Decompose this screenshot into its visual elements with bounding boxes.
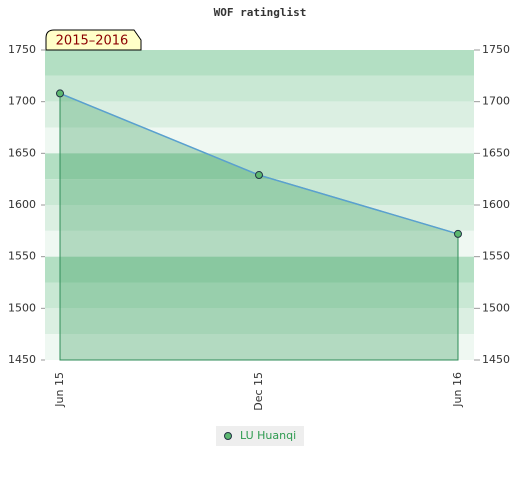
- annotation: 2015–2016: [56, 34, 129, 49]
- background-band: [45, 230, 474, 257]
- y-tick-label: 1650: [8, 146, 36, 159]
- point: [255, 171, 263, 180]
- legend-label: LU Huanqi: [240, 429, 296, 442]
- y-tick-label: 1500: [8, 301, 36, 314]
- y2-tick-label: 1600: [482, 198, 510, 211]
- chart-title: WOF ratinglist: [214, 6, 307, 19]
- background-band: [45, 256, 474, 283]
- legend-box: [216, 426, 304, 446]
- background-band: [45, 127, 474, 154]
- y-tick-label: 1750: [8, 43, 36, 56]
- y2-tick-label: 1700: [482, 95, 510, 108]
- point: [454, 229, 462, 238]
- y2-tick-label: 1450: [482, 353, 510, 366]
- y-tick-label: 1600: [8, 198, 36, 211]
- y-tick-label: 1450: [8, 353, 36, 366]
- y-tick-label: 1700: [8, 95, 36, 108]
- background-band: [45, 308, 474, 335]
- y2-tick-label: 1650: [482, 146, 510, 159]
- y2-tick-label: 1500: [482, 301, 510, 314]
- y2-tick-label: 1750: [482, 43, 510, 56]
- x-tick-label: Dec 15: [252, 372, 265, 411]
- y2-tick-label: 1550: [482, 250, 510, 263]
- background-band: [45, 50, 474, 76]
- background-band: [45, 101, 474, 128]
- y-tick-label: 1550: [8, 250, 36, 263]
- annotation-badge: [45, 29, 142, 51]
- point: [56, 89, 64, 98]
- background-band: [45, 334, 474, 360]
- legend-marker: [224, 432, 232, 440]
- background-band: [45, 282, 474, 309]
- background-band: [45, 75, 474, 102]
- background-band: [45, 179, 474, 205]
- x-tick-label: Jun 16: [451, 372, 464, 408]
- x-tick-label: Jun 15: [53, 372, 66, 408]
